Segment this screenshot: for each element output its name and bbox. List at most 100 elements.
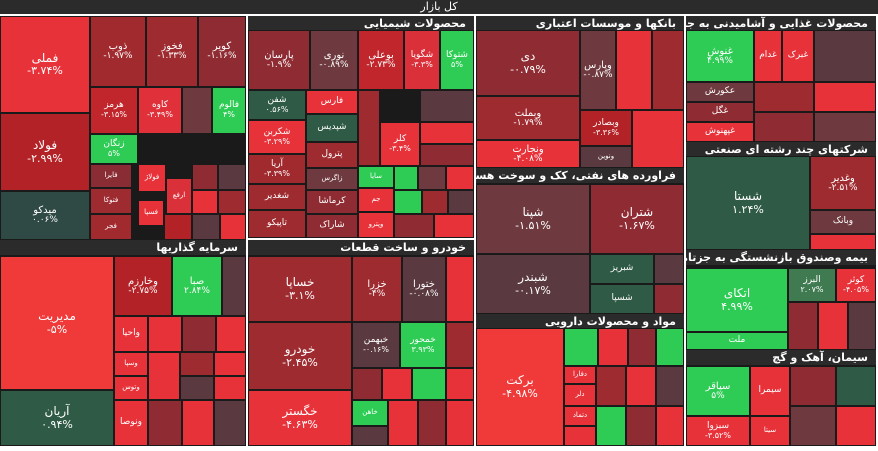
stock-tile[interactable] <box>148 400 182 446</box>
stock-tile[interactable]: صبا ۲.۸۴% <box>172 256 222 316</box>
stock-tile[interactable] <box>412 368 446 400</box>
stock-tile[interactable]: وبصادر -۳.۳۶% <box>580 110 632 146</box>
stock-tile[interactable] <box>352 426 388 446</box>
stock-tile[interactable]: زاگرس <box>306 168 358 190</box>
stock-tile[interactable]: کلر -۳.۴% <box>380 122 420 166</box>
stock-tile[interactable] <box>754 112 814 142</box>
stock-tile[interactable] <box>420 144 474 166</box>
stock-tile[interactable] <box>446 166 474 190</box>
stock-tile[interactable]: ارفع <box>166 178 192 214</box>
stock-tile[interactable]: خزرا -۴% <box>352 256 402 322</box>
stock-tile[interactable]: برکت -۴.۹۸% <box>476 328 564 446</box>
stock-tile[interactable]: بوعلی -۲.۷۳% <box>358 30 404 90</box>
stock-tile[interactable]: تاپیکو <box>248 210 306 238</box>
stock-tile[interactable]: زنگان ۵% <box>90 134 138 164</box>
stock-tile[interactable] <box>218 164 246 190</box>
stock-tile[interactable] <box>418 166 446 190</box>
stock-tile[interactable] <box>616 30 652 110</box>
stock-tile[interactable] <box>394 166 418 190</box>
stock-tile[interactable] <box>214 376 246 400</box>
stock-tile[interactable] <box>790 366 836 406</box>
stock-tile[interactable]: جم <box>358 188 394 212</box>
stock-tile[interactable] <box>148 316 182 352</box>
stock-tile[interactable]: خبهمن -۰.۱۶% <box>352 322 400 368</box>
stock-tile[interactable]: فارس <box>306 90 358 114</box>
stock-tile[interactable]: فایرا <box>90 164 132 188</box>
stock-tile[interactable] <box>848 302 876 350</box>
stock-tile[interactable] <box>836 366 876 406</box>
stock-tile[interactable]: ذوب -۱.۹۷% <box>90 16 146 87</box>
stock-tile[interactable] <box>596 366 626 406</box>
stock-tile[interactable]: فجر <box>90 214 132 240</box>
stock-tile[interactable]: وسپا <box>114 352 148 376</box>
stock-tile[interactable]: البرز ۲.۰۷% <box>788 268 836 302</box>
stock-tile[interactable] <box>358 90 380 166</box>
stock-tile[interactable]: فالوم ۴% <box>212 87 246 134</box>
stock-tile[interactable]: شپدیس <box>306 114 358 142</box>
stock-tile[interactable] <box>564 426 596 446</box>
stock-tile[interactable]: وبانک <box>810 210 876 234</box>
stock-tile[interactable]: سایا <box>358 166 394 188</box>
stock-tile[interactable]: مدیریت -۵% <box>0 256 114 390</box>
stock-tile[interactable] <box>192 214 220 240</box>
stock-tile[interactable]: دی -۰.۷۹% <box>476 30 580 96</box>
stock-tile[interactable] <box>790 406 836 446</box>
stock-tile[interactable]: وپترو <box>358 212 394 238</box>
stock-tile[interactable]: ملت <box>686 332 788 350</box>
stock-tile[interactable]: پارسان -۱.۹% <box>248 30 310 90</box>
stock-tile[interactable]: میدکو ۰.۰۶% <box>0 191 90 240</box>
stock-tile[interactable]: سبزوا -۳.۵۲% <box>686 416 750 446</box>
stock-tile[interactable]: دلر <box>564 384 596 406</box>
stock-tile[interactable] <box>180 376 214 400</box>
stock-tile[interactable] <box>182 87 212 134</box>
stock-tile[interactable]: کوثر -۴.۰۵% <box>836 268 876 302</box>
stock-tile[interactable] <box>814 112 876 142</box>
stock-tile[interactable]: فخوز -۱.۳۳% <box>146 16 198 87</box>
stock-tile[interactable]: دفارا <box>564 366 596 384</box>
stock-tile[interactable]: فولاد -۲.۹۹% <box>0 113 90 191</box>
stock-tile[interactable]: سیتا <box>750 416 790 446</box>
stock-tile[interactable] <box>654 254 684 284</box>
stock-tile[interactable] <box>388 400 418 446</box>
stock-tile[interactable] <box>836 406 876 446</box>
stock-tile[interactable] <box>814 30 876 82</box>
stock-tile[interactable] <box>394 190 422 214</box>
stock-tile[interactable] <box>182 400 214 446</box>
stock-tile[interactable] <box>382 368 412 400</box>
stock-tile[interactable]: آریان ۰.۹۴% <box>0 390 114 446</box>
stock-tile[interactable]: شکربن -۳.۲۹% <box>248 120 306 154</box>
stock-tile[interactable] <box>446 400 474 446</box>
stock-tile[interactable]: فملی -۳.۷۴% <box>0 16 90 113</box>
stock-tile[interactable] <box>434 214 474 238</box>
stock-tile[interactable] <box>420 90 474 122</box>
stock-tile[interactable]: خودرو -۲.۴۵% <box>248 322 352 390</box>
stock-tile[interactable]: ختورا -۰.۰۸% <box>402 256 446 322</box>
stock-tile[interactable]: وغدیر -۲.۵۱% <box>810 156 876 210</box>
stock-tile[interactable]: شاراک <box>306 214 358 238</box>
stock-tile[interactable]: ونوصا <box>114 400 148 446</box>
stock-tile[interactable]: خساپا -۳.۱% <box>248 256 352 322</box>
stock-tile[interactable]: غبرک <box>782 30 814 82</box>
stock-tile[interactable] <box>446 256 474 322</box>
stock-tile[interactable] <box>182 316 216 352</box>
stock-tile[interactable]: شگویا -۳.۳% <box>404 30 440 90</box>
stock-tile[interactable]: پترول <box>306 142 358 168</box>
stock-tile[interactable]: غگل <box>686 102 754 122</box>
stock-tile[interactable]: شغدیر <box>248 184 306 210</box>
stock-tile[interactable] <box>214 400 246 446</box>
stock-tile[interactable] <box>656 366 684 406</box>
stock-tile[interactable]: سپاقر ۵% <box>686 366 750 416</box>
stock-tile[interactable]: سیمرا <box>750 366 790 416</box>
stock-tile[interactable] <box>394 214 434 238</box>
stock-tile[interactable] <box>448 190 474 214</box>
stock-tile[interactable]: عکورش <box>686 82 754 102</box>
stock-tile[interactable]: ونوین <box>580 146 632 168</box>
stock-tile[interactable] <box>214 352 246 376</box>
stock-tile[interactable]: غپهنوش <box>686 122 754 142</box>
stock-tile[interactable] <box>220 214 246 240</box>
stock-tile[interactable] <box>420 122 474 144</box>
stock-tile[interactable]: نوری -۰.۸۹% <box>310 30 358 90</box>
stock-tile[interactable] <box>656 328 684 366</box>
stock-tile[interactable] <box>654 284 684 314</box>
stock-tile[interactable]: واحیا <box>114 316 148 352</box>
